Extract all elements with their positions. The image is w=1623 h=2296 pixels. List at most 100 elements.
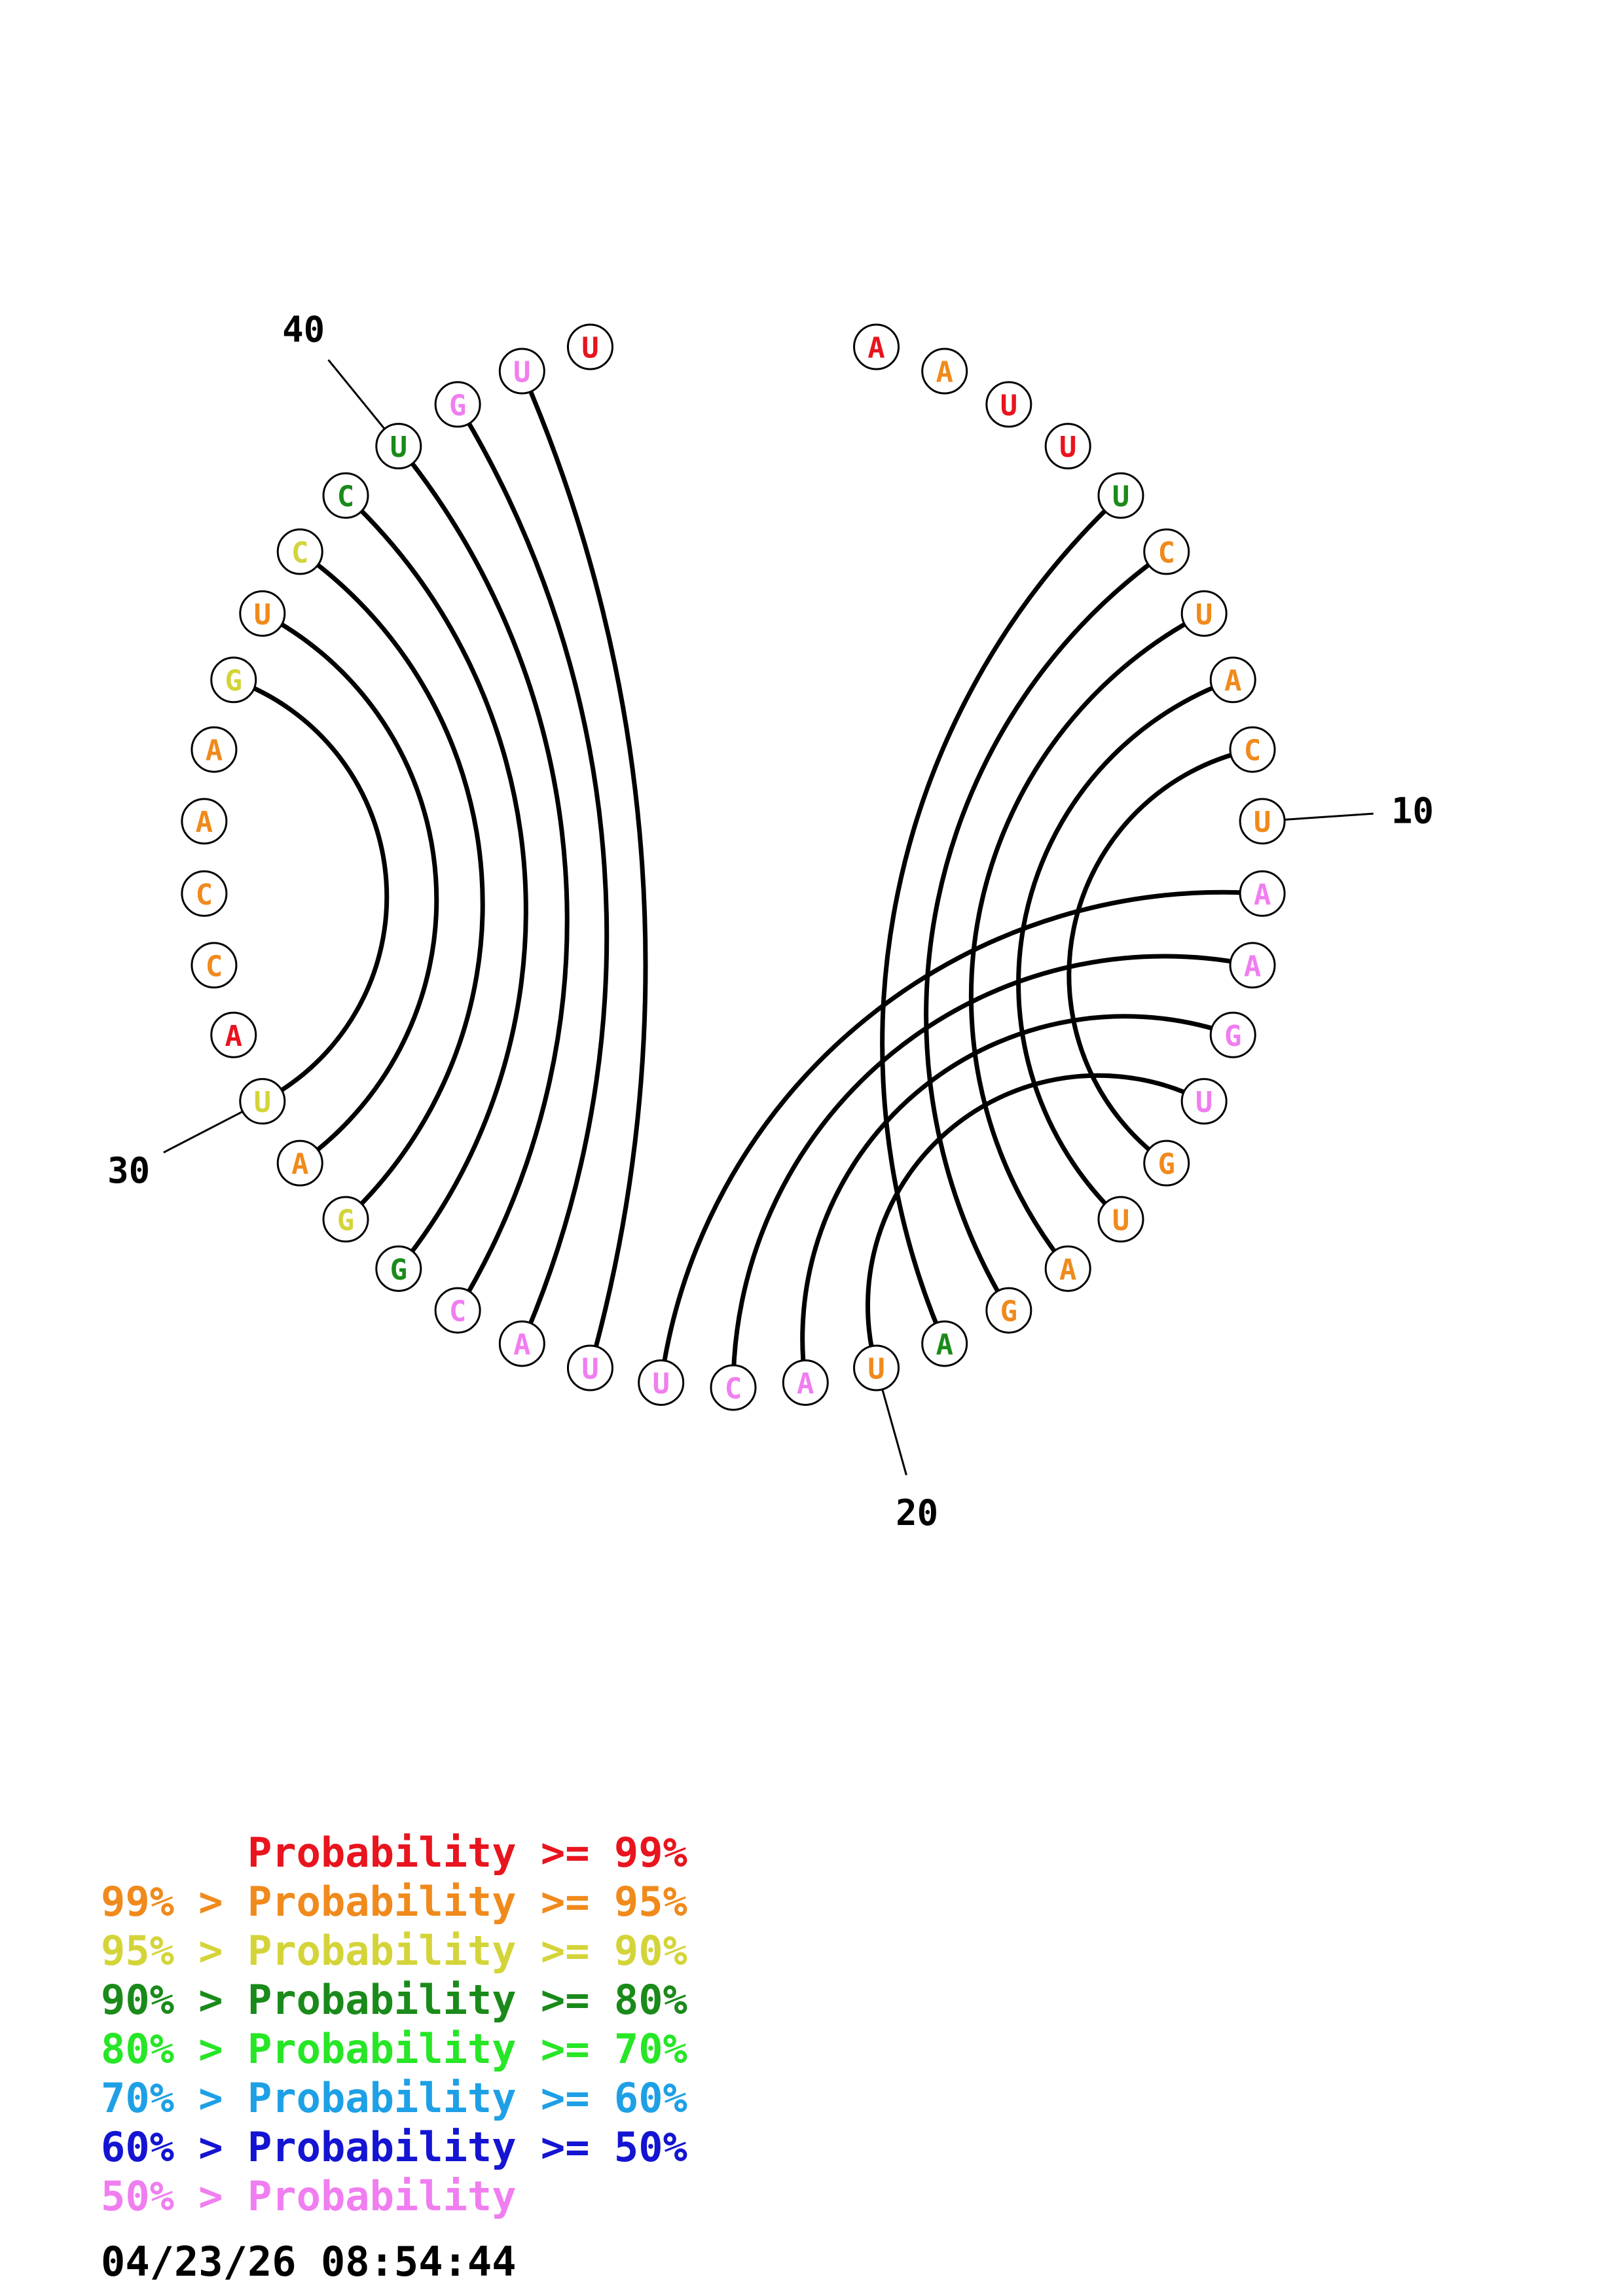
nucleotide-circle [1044,423,1091,470]
base-pair-arc [1016,677,1235,1222]
nucleotide: A [853,323,900,370]
nucleotide: U [566,323,613,370]
legend-label: Probability >= 80% [247,1976,687,2024]
nucleotide-circle [276,1139,323,1187]
nucleotide-letter: U [867,1352,885,1386]
nucleotide: G [375,1245,422,1292]
position-ticks: 10 20 30 40 [107,309,1434,1534]
legend-entry: 60% > Probability >= 50% [101,2127,687,2168]
base-pair-arc [343,493,528,1271]
nucleotide: A [191,726,238,773]
nucleotide-circle [434,1287,481,1334]
nucleotide-circle [782,1359,829,1406]
legend-entry: 80% > Probability >= 70% [101,2029,687,2070]
nucleotide: U [566,1344,613,1391]
nucleotide: C [276,528,323,575]
legend-label: Probability >= 95% [247,1878,687,1926]
nucleotide-letter: C [196,878,213,912]
nucleotide-letter: G [225,664,243,698]
nucleotide-letter: A [225,1020,243,1053]
legend-prefix: 99% > [101,1878,247,1926]
nucleotide-circle [191,726,238,773]
nucleotide-letter: A [206,734,223,768]
nucleotide-letter: U [652,1367,670,1401]
nucleotide-circle [1229,726,1276,773]
position-tick-line [881,1389,907,1476]
nucleotide-circle [1143,1139,1190,1187]
nucleotide-letter: A [1224,664,1242,698]
nucleotide-circle [985,1287,1032,1334]
base-pair-arc [519,368,648,1371]
nucleotide-circle [1209,1011,1256,1058]
nucleotide: A [210,1011,257,1058]
position-label: 40 [282,309,325,350]
nucleotide: A [181,798,228,845]
nucleotide-circle [1209,656,1256,704]
legend-label: Probability >= 60% [247,2074,687,2122]
nucleotide-letter: U [1195,598,1213,632]
nucleotide-circle [985,381,1032,428]
nucleotide-letter: C [1158,536,1175,569]
nucleotide: U [1180,590,1228,637]
legend-label: Probability >= 90% [247,1927,687,1975]
nucleotide-circle [375,1245,422,1292]
nucleotide-letter: G [390,1253,408,1287]
base-pair-arc [396,444,570,1313]
nucleotide-letter: U [254,1086,272,1119]
legend-entry: Probability >= 99% [101,1833,687,1873]
nucleotide: U [239,1078,286,1125]
nucleotide: G [434,381,481,428]
nucleotide: A [1239,870,1286,917]
base-pair-arc [866,1073,1207,1371]
nucleotide: A [782,1359,829,1406]
nucleotide-circle [210,1011,257,1058]
nucleotide-letter: U [1000,389,1018,422]
nucleotide-letter: G [1224,1020,1242,1053]
nucleotide-letter: A [1244,950,1262,983]
nucleotide-letter: A [1059,1253,1077,1287]
nucleotide-letter: U [1112,1204,1130,1237]
base-pair-arc [968,611,1207,1271]
legend-label: Probability >= 99% [247,1829,687,1876]
nucleotide: C [322,472,369,519]
base-pair-arc [231,677,390,1104]
position-label: 10 [1391,791,1434,832]
nucleotide-circle [498,1320,545,1367]
nucleotide-letter: U [1059,431,1077,464]
nucleotide-letter: U [1254,806,1271,839]
nucleotide-circle [921,348,968,395]
nucleotide-circle [853,1344,900,1391]
nucleotide-circle [181,870,228,917]
nucleotide: U [1239,798,1286,845]
nucleotide: U [1180,1078,1228,1125]
nucleotide: G [1209,1011,1256,1058]
nucleotide-circle [1180,590,1228,637]
nucleotide: A [276,1139,323,1187]
nucleotide-circle [434,381,481,428]
nucleotide-circle [1044,1245,1091,1292]
base-pair-arc [659,889,1265,1385]
nucleotide: C [1143,528,1190,575]
legend-label: Probability >= 50% [247,2123,687,2171]
legend-prefix: 80% > [101,2025,247,2073]
legend-label: Probability [247,2172,517,2220]
legend-prefix: 90% > [101,1976,247,2024]
nucleotide-circle [1143,528,1190,575]
base-pair-arc [880,493,1123,1346]
position-tick-line [1284,812,1374,821]
base-pair-arc [455,402,610,1346]
nucleotide-circle [1097,1196,1144,1243]
nucleotide-letter: U [581,332,599,365]
legend-entry: 95% > Probability >= 90% [101,1931,687,1971]
nucleotide-circle [921,1320,968,1367]
legend-prefix [101,1829,247,1876]
position-tick-line [327,359,386,430]
nucleotide-circle [181,798,228,845]
nucleotide-letter: C [291,536,309,569]
nucleotide: G [1143,1139,1190,1187]
legend-entry: 99% > Probability >= 95% [101,1882,687,1922]
nucleotide-circle [322,1196,369,1243]
nucleotide: A [1044,1245,1091,1292]
nucleotide: G [322,1196,369,1243]
